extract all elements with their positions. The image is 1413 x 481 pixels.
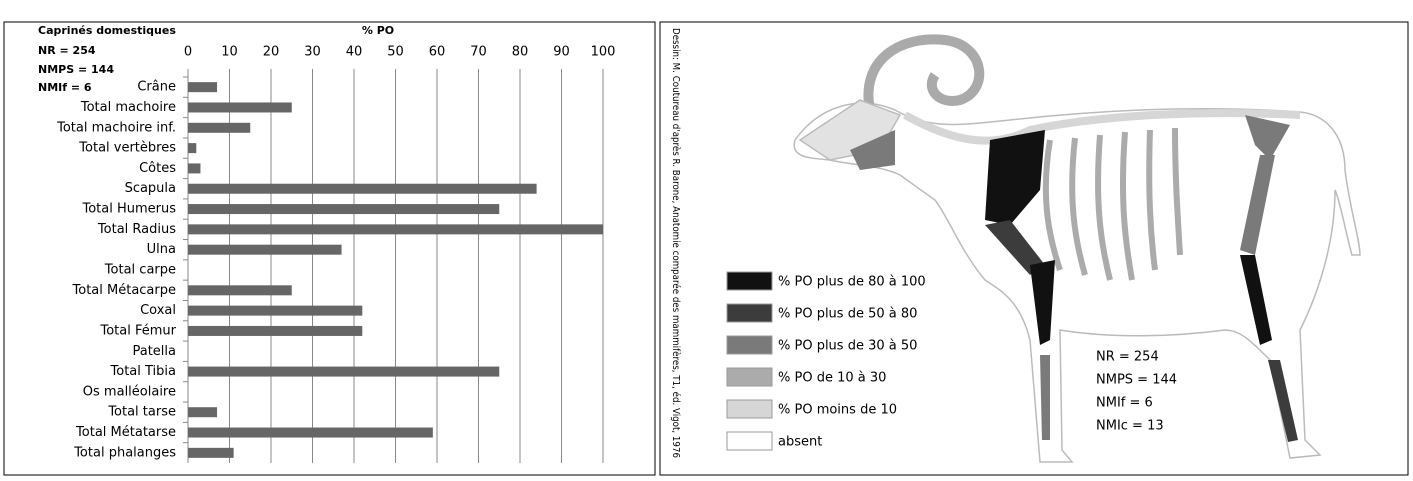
horn	[863, 34, 985, 111]
legend-label: % PO plus de 50 à 80	[778, 307, 917, 322]
bar	[188, 204, 500, 215]
radius	[1030, 260, 1055, 345]
jaw	[850, 130, 895, 170]
bar	[188, 183, 537, 194]
y-tick-label: Côtes	[139, 161, 176, 176]
y-tick-label: Total machoire inf.	[56, 120, 176, 135]
x-axis-label: % PO	[362, 24, 394, 37]
bar	[188, 366, 500, 377]
bar	[188, 224, 603, 235]
x-tick-label: 50	[387, 45, 404, 60]
stat: NR = 254	[1096, 350, 1159, 365]
bar	[188, 122, 251, 133]
y-tick-label: Total Humerus	[81, 202, 176, 217]
y-tick-label: Ulna	[147, 242, 176, 257]
y-tick-label: Total Métacarpe	[72, 283, 176, 298]
y-tick-label: Patella	[132, 344, 176, 359]
bar	[188, 102, 292, 113]
metacarpe	[1040, 355, 1050, 440]
stat: NMPS = 144	[1096, 373, 1177, 388]
bar	[188, 447, 234, 458]
y-tick-label: Total Fémur	[99, 323, 176, 338]
x-tick-label: 0	[184, 45, 192, 60]
y-tick-label: Scapula	[125, 181, 176, 196]
y-tick-label: Total carpe	[104, 263, 176, 278]
bar	[188, 82, 218, 93]
legend-swatch	[726, 335, 773, 355]
legend-label: % PO de 10 à 30	[778, 371, 886, 386]
sheep-drawing	[793, 34, 1361, 463]
x-tick-label: 70	[470, 45, 487, 60]
right-panel	[659, 21, 1409, 476]
x-tick-label: 80	[512, 45, 529, 60]
y-tick-label: Total vertèbres	[78, 141, 176, 156]
femur	[1240, 155, 1275, 255]
y-tick-label: Total Radius	[97, 222, 176, 237]
x-tick-label: 90	[553, 45, 570, 60]
metatarse	[1268, 360, 1298, 442]
coxal	[1245, 115, 1290, 160]
outline	[793, 102, 1361, 463]
legend-swatch	[726, 271, 773, 291]
annotation: NMPS = 144	[38, 63, 114, 76]
annotation: NMIf = 6	[38, 81, 92, 94]
y-tick-label: Total Métatarse	[75, 425, 176, 440]
x-tick-label: 30	[304, 45, 321, 60]
chart-title: Caprinés domestiques	[38, 24, 176, 37]
bar	[188, 244, 342, 255]
y-tick-label: Coxal	[140, 303, 176, 318]
legend-label: % PO plus de 30 à 50	[778, 339, 917, 354]
y-tick-label: Crâne	[137, 80, 176, 95]
legend-label: absent	[778, 435, 822, 450]
bar	[188, 305, 363, 316]
y-tick-label: Total Tibia	[110, 364, 176, 379]
x-tick-label: 40	[346, 45, 363, 60]
bar	[188, 143, 197, 154]
scapula	[985, 130, 1045, 225]
tibia	[1240, 255, 1272, 345]
bar	[188, 407, 218, 418]
legend-swatch	[726, 367, 773, 387]
legend-swatch	[726, 431, 773, 451]
humerus	[985, 220, 1045, 275]
bar	[188, 285, 292, 296]
stat: NMIf = 6	[1096, 396, 1153, 411]
x-tick-label: 10	[221, 45, 238, 60]
stat: NMIc = 13	[1096, 419, 1164, 434]
credit: Dessin: M. Coutureau d'après R. Barone, …	[670, 28, 682, 458]
vertebrae	[903, 109, 1301, 145]
legend-label: % PO plus de 80 à 100	[778, 275, 926, 290]
y-tick-label: Total phalanges	[73, 445, 176, 460]
legend-swatch	[726, 399, 773, 419]
x-tick-label: 60	[429, 45, 446, 60]
x-tick-label: 100	[591, 45, 616, 60]
x-tick-label: 20	[263, 45, 280, 60]
annotation: NR = 254	[38, 44, 96, 57]
y-tick-label: Total tarse	[107, 405, 176, 420]
legend-label: % PO moins de 10	[778, 403, 897, 418]
bar	[188, 325, 363, 336]
y-tick-label: Total machoire	[80, 100, 176, 115]
bar	[188, 163, 201, 174]
left-panel	[3, 21, 656, 476]
legend-swatch	[726, 303, 773, 323]
bar	[188, 427, 433, 438]
y-tick-label: Os malléolaire	[83, 384, 176, 399]
